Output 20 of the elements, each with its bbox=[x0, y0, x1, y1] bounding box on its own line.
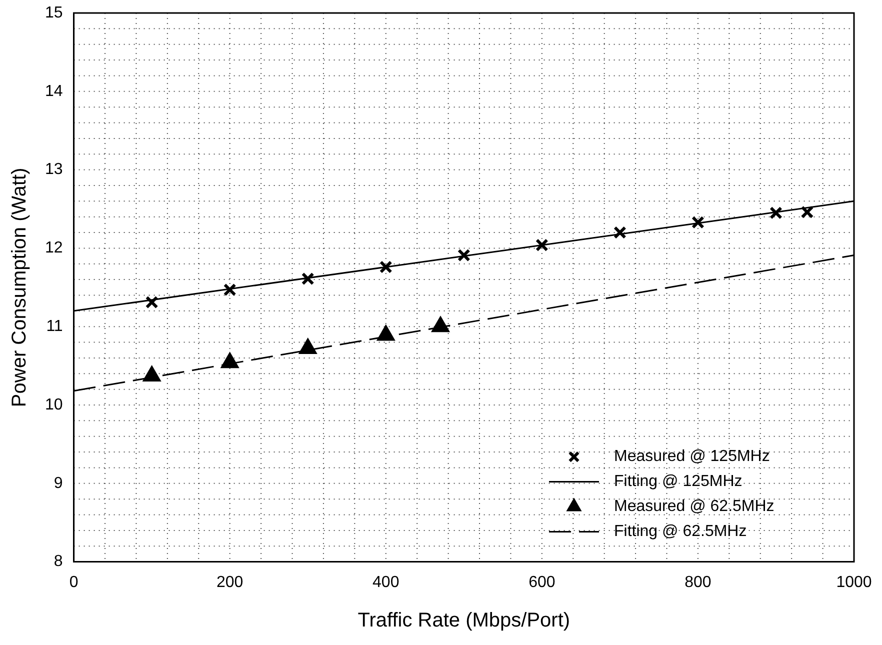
y-tick-label: 13 bbox=[45, 161, 63, 178]
y-tick-label: 14 bbox=[45, 82, 63, 100]
x-tick-label: 200 bbox=[216, 574, 244, 591]
legend-label: Measured @ 125MHz bbox=[614, 448, 770, 466]
x-tick-label: 0 bbox=[69, 574, 78, 591]
y-tick-label: 15 bbox=[45, 4, 63, 22]
x-tick-label: 400 bbox=[372, 574, 400, 591]
legend-label: Fitting @ 125MHz bbox=[614, 473, 742, 490]
x-tick-label: 600 bbox=[528, 574, 556, 591]
x-axis-title: Traffic Rate (Mbps/Port) bbox=[358, 610, 570, 632]
legend-label: Fitting @ 62.5MHz bbox=[614, 523, 747, 540]
y-tick-label: 12 bbox=[45, 240, 63, 257]
y-tick-label: 10 bbox=[45, 396, 63, 414]
y-axis-title: Power Consumption (Watt) bbox=[8, 168, 31, 408]
x-tick-label: 800 bbox=[684, 574, 712, 591]
y-tick-label: 8 bbox=[54, 553, 63, 570]
y-tick-label: 9 bbox=[54, 474, 63, 492]
x-tick-label: 1000 bbox=[836, 574, 872, 591]
y-tick-label: 11 bbox=[46, 318, 63, 336]
legend-label: Measured @ 62.5MHz bbox=[614, 498, 774, 516]
